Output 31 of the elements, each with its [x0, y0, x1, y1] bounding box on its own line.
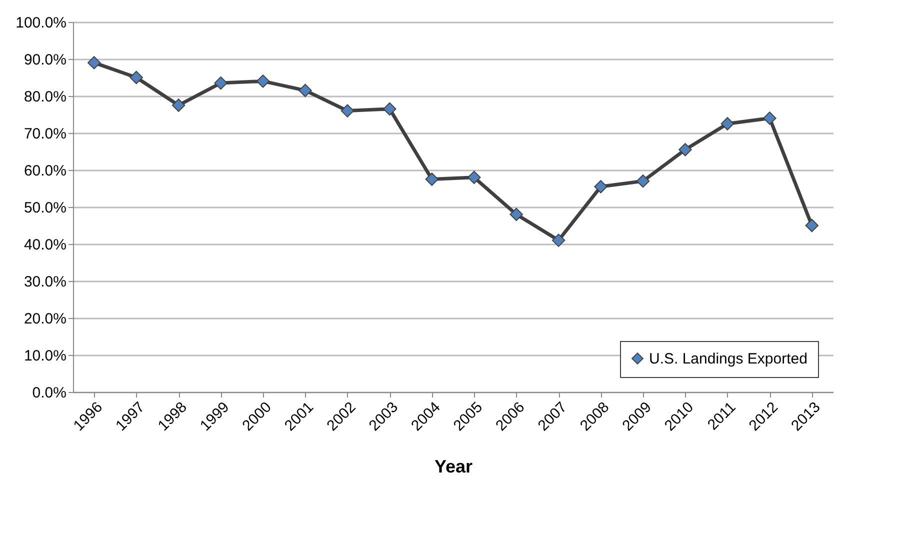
- y-tick-label: 80.0%: [24, 88, 66, 106]
- point: [467, 170, 481, 184]
- y-tick-label: 10.0%: [24, 348, 66, 364]
- point: [340, 104, 354, 118]
- point: [383, 102, 396, 116]
- y-tick-label: 100.0%: [16, 14, 66, 32]
- point: [763, 112, 776, 125]
- point: [298, 84, 312, 98]
- point: [678, 143, 692, 156]
- point: [510, 208, 523, 222]
- y-tick-label: 40.0%: [24, 236, 66, 254]
- point: [214, 76, 228, 90]
- y-tick-label: 70.0%: [24, 126, 66, 142]
- point: [172, 98, 186, 112]
- y-tick-label: 90.0%: [24, 52, 66, 68]
- point: [87, 56, 101, 70]
- point: [594, 180, 608, 194]
- point: [636, 174, 650, 188]
- point: [256, 74, 270, 88]
- point: [805, 218, 819, 232]
- point: [720, 117, 734, 130]
- x-axis-title: Year: [434, 456, 473, 477]
- y-tick-label: 30.0%: [24, 274, 66, 290]
- point: [425, 172, 439, 186]
- legend-label: U.S. Landings Exported: [649, 350, 808, 368]
- y-tick-label: 60.0%: [24, 162, 66, 180]
- y-tick-label: 50.0%: [24, 200, 66, 216]
- point: [130, 70, 143, 84]
- y-tick-label: 20.0%: [24, 310, 66, 328]
- point: [552, 234, 566, 247]
- y-tick-label: 0.0%: [32, 384, 66, 402]
